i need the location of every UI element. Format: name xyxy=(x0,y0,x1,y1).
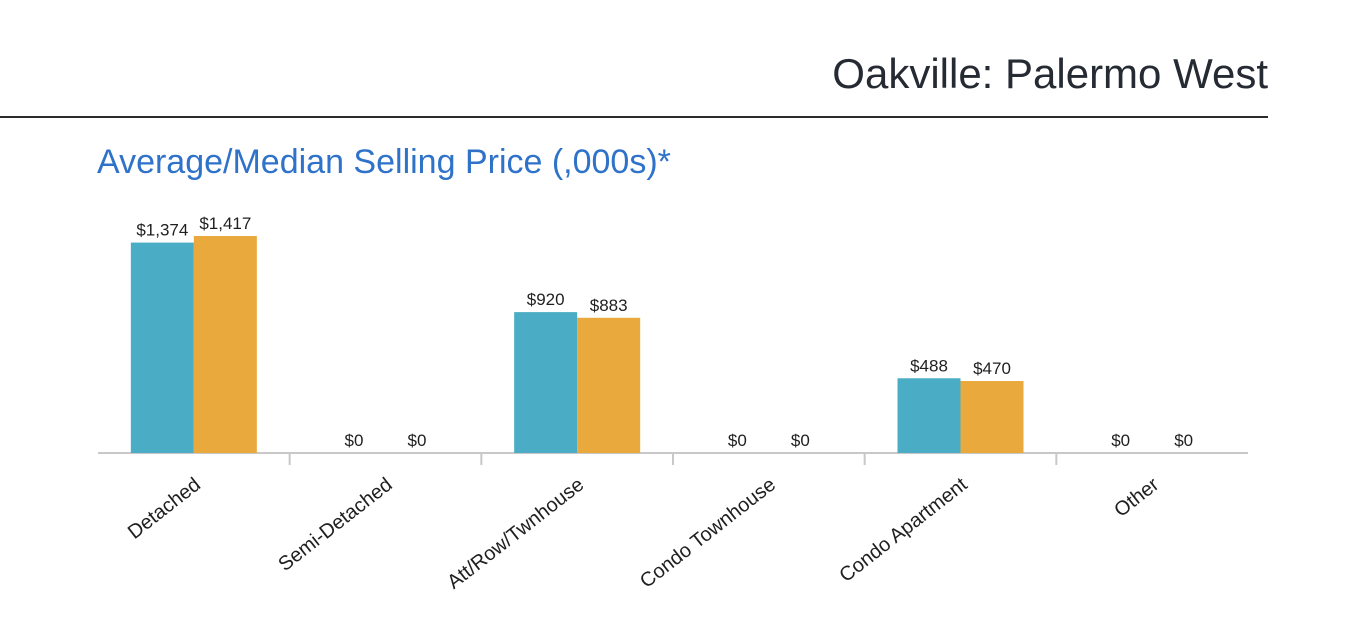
bar-median-condo-apartment xyxy=(960,381,1024,453)
data-label-median-att-row-twnhouse: $883 xyxy=(590,296,628,315)
bar-average-condo-apartment xyxy=(897,378,961,453)
data-label-average-other: $0 xyxy=(1111,431,1130,450)
x-tick-label-condo-apartment: Condo Apartment xyxy=(835,473,972,586)
data-label-average-condo-townhouse: $0 xyxy=(728,431,747,450)
chart-title: Average/Median Selling Price (,000s)* xyxy=(97,143,671,181)
data-label-median-condo-townhouse: $0 xyxy=(791,431,810,450)
bar-median-detached xyxy=(193,236,257,453)
page-title: Oakville: Palermo West xyxy=(832,50,1268,97)
x-tick-label-condo-townhouse: Condo Townhouse xyxy=(636,474,780,593)
data-label-average-detached: $1,374 xyxy=(136,221,188,240)
bar-average-att-row-twnhouse xyxy=(514,312,578,453)
x-tick-label-detached: Detached xyxy=(124,474,205,544)
data-label-average-condo-apartment: $488 xyxy=(910,356,948,375)
x-tick-label-other: Other xyxy=(1110,473,1163,521)
x-tick-label-att-row-twnhouse: Att/Row/Twnhouse xyxy=(443,474,588,594)
data-label-median-other: $0 xyxy=(1174,431,1193,450)
data-label-average-semi-detached: $0 xyxy=(345,431,364,450)
bar-average-detached xyxy=(130,242,194,453)
data-label-average-att-row-twnhouse: $920 xyxy=(527,290,565,309)
bar-median-att-row-twnhouse xyxy=(577,317,641,453)
data-label-median-detached: $1,417 xyxy=(199,214,251,233)
data-label-median-semi-detached: $0 xyxy=(408,431,427,450)
x-tick-label-semi-detached: Semi-Detached xyxy=(274,474,396,576)
data-label-median-condo-apartment: $470 xyxy=(973,359,1011,378)
page-header: Oakville: Palermo West xyxy=(0,0,1268,118)
